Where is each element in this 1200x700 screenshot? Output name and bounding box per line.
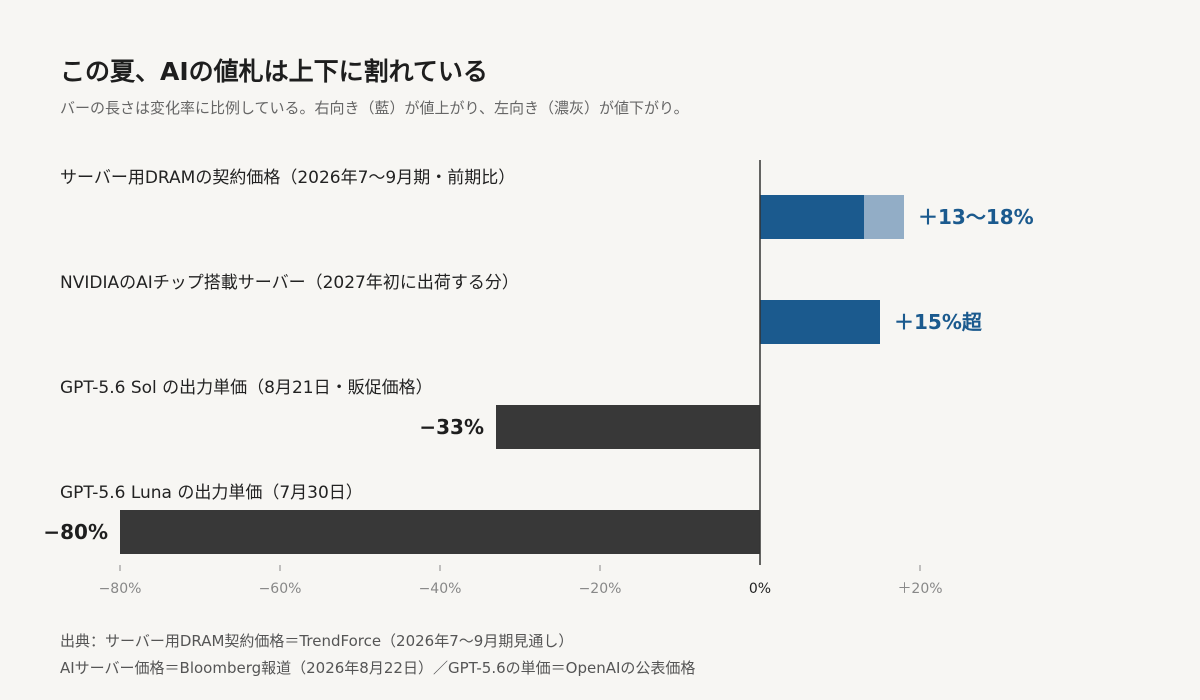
axis-tick-label: −60% <box>259 581 302 597</box>
bar-value-label: −33% <box>419 415 484 439</box>
axis-tick-label: −20% <box>579 581 622 597</box>
axis-tick-label: ＋20% <box>897 581 942 597</box>
axis-tick-label: −40% <box>419 581 462 597</box>
bar-category-label: NVIDIAのAIチップ搭載サーバー（2027年初に出荷する分） <box>60 273 519 293</box>
bar-category-label: GPT-5.6 Luna の出力単価（7月30日） <box>60 483 363 503</box>
bar-category-label: GPT-5.6 Sol の出力単価（8月21日・販促価格） <box>60 378 433 398</box>
source-note: 出典：サーバー用DRAM契約価格＝TrendForce（2026年7〜9月期見通… <box>60 628 695 682</box>
source-line-2: AIサーバー価格＝Bloomberg報道（2026年8月22日）／GPT-5.6… <box>60 659 696 677</box>
chart-title: この夏、AIの値札は上下に割れている <box>60 57 488 86</box>
bar-increase <box>760 195 864 239</box>
bar-decrease <box>120 510 760 554</box>
bar-value-label: ＋15%超 <box>894 310 983 334</box>
bar-decrease <box>496 405 760 449</box>
bar-category-label: サーバー用DRAMの契約価格（2026年7〜9月期・前期比） <box>60 168 515 188</box>
bar-increase <box>760 300 880 344</box>
bar-value-label: −80% <box>43 520 108 544</box>
chart-subtitle: バーの長さは変化率に比例している。右向き（藍）が値上がり、左向き（濃灰）が値下が… <box>60 99 689 117</box>
axis-tick-label: 0% <box>749 581 771 597</box>
bar-increase-range <box>864 195 904 239</box>
source-line-1: 出典：サーバー用DRAM契約価格＝TrendForce（2026年7〜9月期見通… <box>60 632 574 650</box>
bar-value-label: ＋13〜18% <box>918 205 1034 229</box>
axis-tick-label: −80% <box>99 581 142 597</box>
